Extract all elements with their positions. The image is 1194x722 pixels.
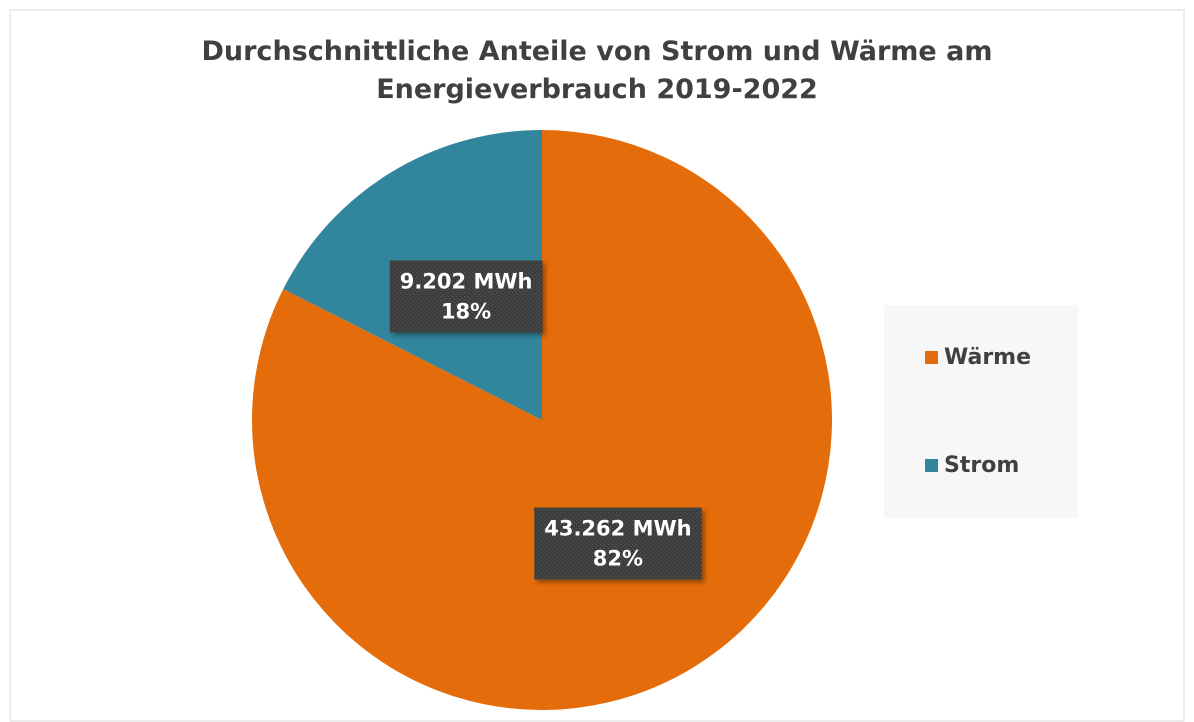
data-label-share: 82% (593, 547, 643, 571)
title-line: Energieverbrauch 2019-2022 (376, 74, 818, 105)
legend-swatch (925, 459, 938, 472)
data-label-box (534, 507, 702, 580)
chart-title: Durchschnittliche Anteile von Strom und … (201, 36, 992, 105)
legend-box (884, 305, 1078, 518)
data-label-value: 9.202 MWh (400, 269, 533, 293)
legend-label: Strom (944, 453, 1019, 478)
legend-label: Wärme (944, 345, 1031, 370)
data-label-share: 18% (441, 299, 491, 323)
data-label-box (389, 260, 543, 333)
title-line: Durchschnittliche Anteile von Strom und … (201, 36, 992, 67)
data-label-value: 43.262 MWh (544, 517, 691, 541)
legend-swatch (925, 351, 938, 364)
